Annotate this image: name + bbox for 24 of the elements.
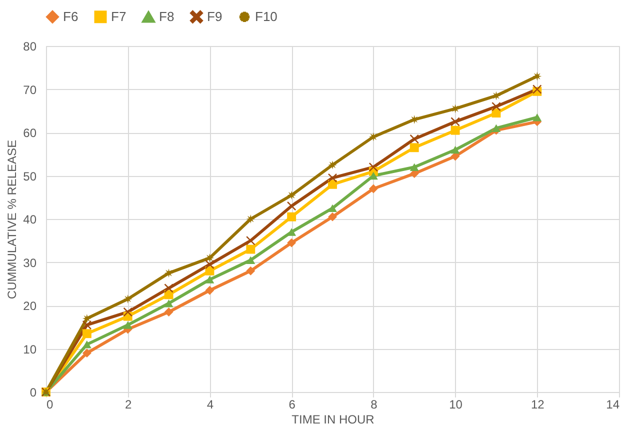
- y-tick-label: 70: [23, 82, 37, 97]
- y-tick-label: 20: [23, 299, 37, 313]
- y-tick-label: 80: [23, 40, 37, 54]
- y-tick-label: 0: [30, 386, 37, 400]
- y-tick-label: 40: [23, 212, 37, 226]
- x-axis-title: TIME IN HOUR: [292, 412, 375, 426]
- legend-label: F9: [207, 8, 222, 24]
- x-tick-label: 0: [46, 398, 54, 412]
- x-tick-label: 14: [606, 398, 620, 412]
- legend-label: F10: [255, 8, 278, 24]
- y-tick-label: 50: [23, 169, 37, 184]
- x-tick-label: 4: [206, 398, 214, 412]
- legend-label: F7: [111, 8, 126, 24]
- legend-label: F8: [159, 9, 174, 24]
- x-tick-label: 12: [530, 398, 545, 412]
- y-tick-label: 30: [23, 256, 37, 270]
- y-tick-label: 60: [23, 126, 37, 140]
- x-tick-label: 6: [288, 398, 296, 412]
- legend-label: F6: [63, 8, 78, 24]
- x-tick-label: 10: [449, 398, 463, 412]
- y-tick-label: 10: [23, 342, 37, 356]
- x-tick-label: 8: [370, 398, 378, 412]
- x-tick-label: 2: [125, 398, 132, 412]
- y-axis-title: CUMMULATIVE % RELEASE: [5, 140, 20, 300]
